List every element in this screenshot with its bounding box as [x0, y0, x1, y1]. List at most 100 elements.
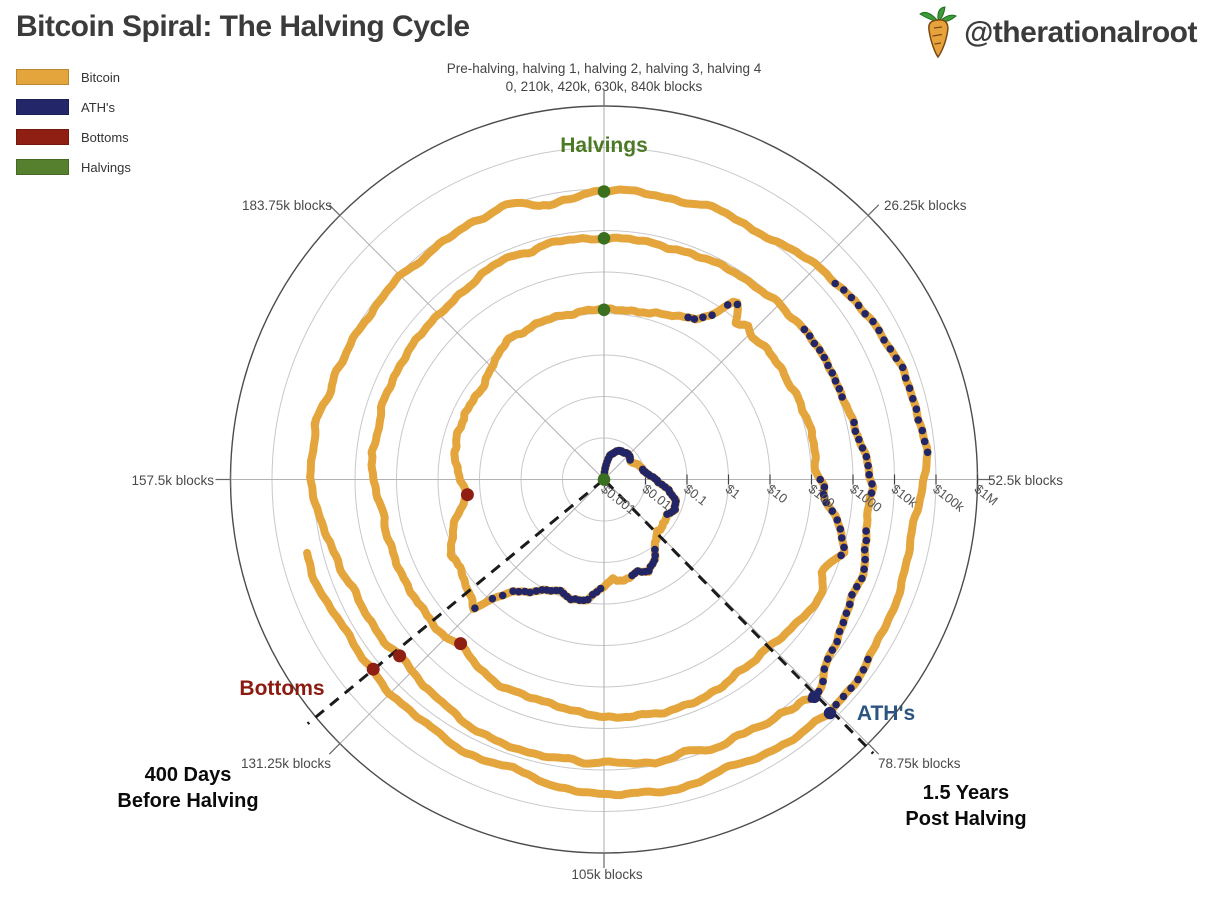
- subtitle-line-1: Pre-halving, halving 1, halving 2, halvi…: [446, 61, 762, 76]
- halving-dot: [597, 473, 611, 486]
- dashed-guide-line: [604, 479, 875, 755]
- ath-dot: [822, 498, 830, 507]
- bottoms-swatch: [16, 129, 69, 145]
- ath-dot: [855, 435, 863, 444]
- subtitle-line-2: 0, 210k, 420k, 630k, 840k blocks: [505, 79, 703, 94]
- ath-dot: [498, 591, 507, 600]
- ath-dot: [806, 332, 814, 340]
- spoke-label: 78.75k blocks: [878, 756, 961, 771]
- ath-dot: [820, 483, 829, 491]
- spoke-tail: [867, 204, 880, 216]
- post-halving-line-2: Post Halving: [905, 808, 1027, 830]
- ath-dot: [838, 534, 846, 542]
- ath-dot: [810, 339, 819, 348]
- spoke-end-tick: [862, 209, 875, 222]
- ath-major-dot: [808, 690, 821, 704]
- legend-label: Bitcoin: [81, 69, 121, 85]
- ath-dot: [864, 461, 872, 470]
- spoke-tail: [867, 743, 880, 755]
- legend: Bitcoin ATH's Bottoms Halvings: [16, 62, 131, 182]
- ath-dot: [846, 600, 854, 609]
- spoke-label: 131.25k blocks: [241, 756, 331, 771]
- ath-dot: [626, 456, 634, 464]
- ath-dot: [838, 393, 846, 401]
- ath-dot: [820, 353, 829, 362]
- halving-dot: [597, 232, 611, 245]
- ath-dot: [862, 536, 871, 545]
- ath-dot: [859, 666, 868, 674]
- ath-swatch: [16, 99, 69, 115]
- bottom-dot: [460, 488, 474, 502]
- spoke-end-tick: [333, 209, 346, 222]
- ath-dot: [905, 384, 914, 393]
- spoke-label: 26.25k blocks: [884, 198, 967, 213]
- ath-dot: [850, 418, 858, 427]
- author-handle-text: @therationalroot: [964, 16, 1197, 49]
- page-title: Bitcoin Spiral: The Halving Cycle: [16, 10, 470, 43]
- spoke-line: [339, 215, 605, 480]
- ath-dot: [833, 516, 841, 524]
- ath-dot: [865, 470, 873, 479]
- ath-dot: [733, 300, 742, 309]
- halvings-axis-label: Halvings: [560, 134, 648, 157]
- ath-dot: [839, 618, 848, 627]
- ath-dot: [912, 405, 921, 414]
- ath-dot: [820, 665, 829, 673]
- before-halving-line-1: 400 Days: [144, 764, 232, 786]
- ath-dot: [471, 604, 479, 612]
- ath-dot: [839, 692, 848, 701]
- ath-dot: [828, 507, 837, 515]
- ath-dot: [901, 374, 910, 382]
- ath-dot: [835, 385, 844, 393]
- ath-dot: [819, 677, 827, 686]
- post-halving-line-1: 1.5 Years: [922, 782, 1010, 804]
- ath-dot: [800, 325, 809, 334]
- legend-item-bottoms: Bottoms: [16, 122, 131, 152]
- ath-dot: [840, 286, 848, 294]
- ath-dot: [862, 527, 870, 535]
- ath-dot: [858, 574, 866, 583]
- ath-dot: [828, 646, 837, 654]
- polar-grid: [215, 91, 993, 868]
- ath-dot: [488, 594, 497, 603]
- ath-dot: [835, 627, 844, 636]
- legend-item-halvings: Halvings: [16, 152, 131, 182]
- ath-dot: [923, 448, 932, 457]
- ath-dot: [842, 609, 851, 617]
- ath-dot: [867, 489, 876, 497]
- before-halving-note: 400 Days Before Halving: [83, 762, 293, 814]
- ath-dot: [521, 587, 529, 596]
- ath-dot: [840, 543, 848, 552]
- ath-dot: [515, 587, 523, 596]
- ath-dot: [723, 301, 732, 309]
- legend-item-bitcoin: Bitcoin: [16, 62, 131, 92]
- carrot-icon: [919, 6, 957, 59]
- legend-label: ATH's: [81, 99, 116, 115]
- ath-dot: [847, 684, 855, 692]
- author-handle: @therationalroot: [918, 6, 1197, 60]
- ath-dot: [824, 361, 832, 370]
- ath-dot: [886, 345, 895, 353]
- before-halving-line-2: Before Halving: [117, 790, 259, 812]
- spoke-label: 183.75k blocks: [242, 198, 332, 213]
- ath-dot: [663, 510, 671, 518]
- dashed-guide-line: [306, 479, 604, 725]
- halving-dot: [597, 185, 611, 198]
- ath-dot: [836, 525, 845, 533]
- ath-dot: [831, 279, 839, 288]
- ath-dot: [914, 416, 923, 424]
- legend-label: Halvings: [81, 159, 131, 175]
- ath-dot: [824, 655, 832, 663]
- spoke-label: 52.5k blocks: [988, 473, 1063, 488]
- ath-dot: [898, 363, 907, 372]
- halvings-swatch: [16, 159, 69, 175]
- bottom-dot: [366, 662, 380, 676]
- ath-dot: [816, 475, 824, 484]
- spoke-tail: [328, 204, 341, 216]
- ath-dot: [869, 317, 877, 326]
- halving-markers: [597, 185, 611, 486]
- bottom-dot: [393, 649, 407, 663]
- ath-markers: [471, 279, 932, 720]
- ath-dot: [860, 565, 868, 573]
